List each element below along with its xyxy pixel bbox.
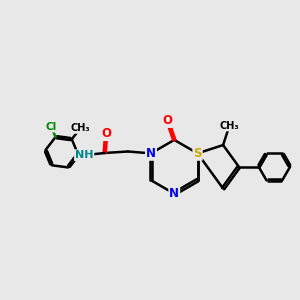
Text: CH₃: CH₃ <box>220 121 239 130</box>
Text: N: N <box>169 187 179 200</box>
Text: NH: NH <box>75 150 93 160</box>
Text: O: O <box>101 127 111 140</box>
Text: S: S <box>193 147 202 160</box>
Text: CH₃: CH₃ <box>70 123 90 133</box>
Text: N: N <box>146 147 156 160</box>
Text: O: O <box>163 114 172 127</box>
Text: Cl: Cl <box>46 122 57 132</box>
